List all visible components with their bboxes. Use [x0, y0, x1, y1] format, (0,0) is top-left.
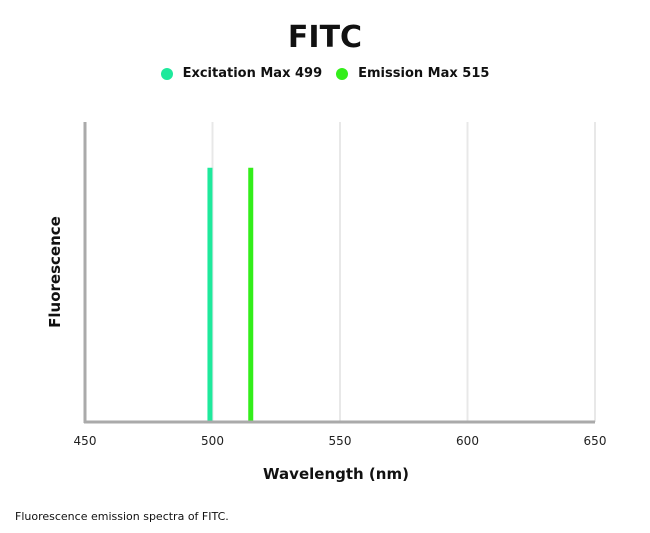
- legend-label-emission: Emission Max 515: [358, 66, 490, 81]
- figure-caption: Fluorescence emission spectra of FITC.: [15, 510, 229, 523]
- chart-title: FITC: [287, 20, 363, 55]
- x-tick-label: 650: [584, 434, 607, 448]
- legend-marker-emission: [336, 67, 349, 80]
- legend-marker-excitation: [160, 67, 173, 80]
- legend-item-excitation: Excitation Max 499: [160, 66, 323, 81]
- x-tick-label: 500: [201, 434, 224, 448]
- x-tick-label: 550: [329, 434, 352, 448]
- x-tick-label: 450: [74, 434, 97, 448]
- x-axis-label: Wavelength (nm): [263, 465, 409, 483]
- legend: Excitation Max 499 Emission Max 515: [0, 66, 650, 81]
- legend-label-excitation: Excitation Max 499: [182, 66, 323, 81]
- x-tick-label: 600: [456, 434, 479, 448]
- legend-item-emission: Emission Max 515: [336, 66, 489, 81]
- y-axis-label: Fluorescence: [46, 216, 64, 328]
